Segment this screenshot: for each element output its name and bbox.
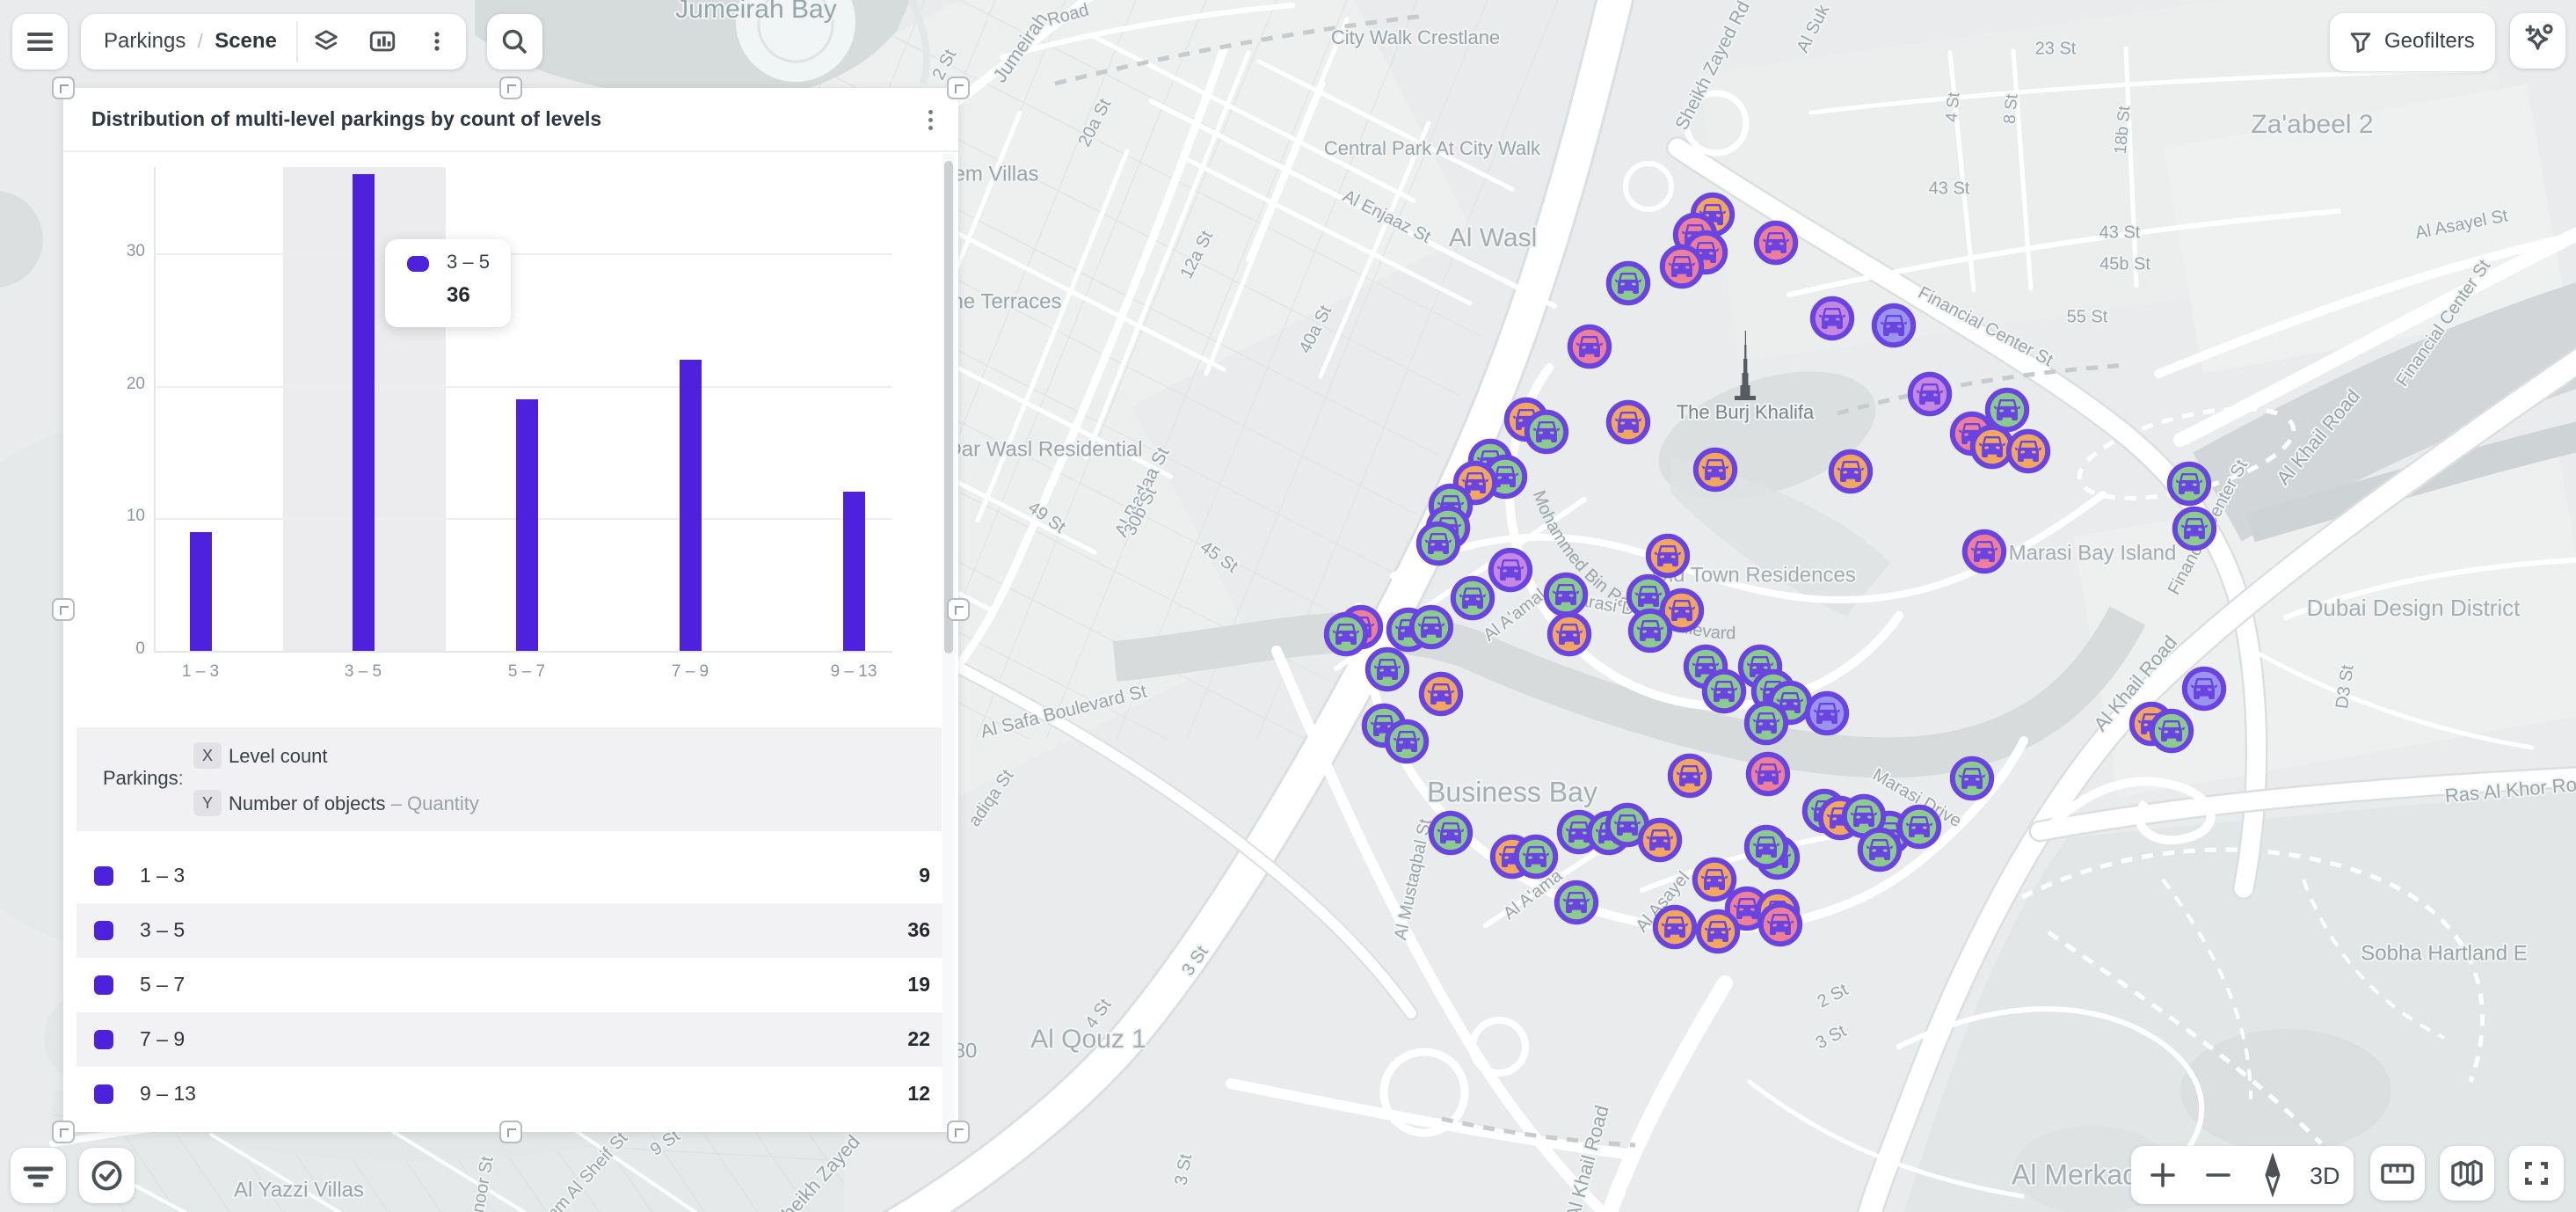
svg-text:Jumeirah Bay: Jumeirah Bay — [675, 0, 836, 24]
svg-text:8 St: 8 St — [2001, 92, 2022, 124]
svg-text:em Villas: em Villas — [954, 162, 1039, 186]
svg-text:55 St: 55 St — [2067, 307, 2108, 326]
svg-text:43 St: 43 St — [2099, 223, 2141, 242]
svg-text:Al Yazzi Villas: Al Yazzi Villas — [234, 1178, 364, 1201]
svg-text:43 St: 43 St — [1929, 179, 1970, 198]
svg-text:Za'abeel 2: Za'abeel 2 — [2251, 110, 2373, 139]
svg-text:Business Bay: Business Bay — [1427, 776, 1597, 807]
svg-text:18b St: 18b St — [2112, 105, 2135, 155]
svg-text:The Burj Khalifa: The Burj Khalifa — [1677, 401, 1815, 423]
svg-text:45b St: 45b St — [2099, 254, 2150, 274]
svg-text:23 St: 23 St — [2035, 39, 2077, 58]
svg-text:Dar Wasl Residential: Dar Wasl Residential — [946, 437, 1142, 461]
svg-text:3D: 3D — [2310, 1163, 2340, 1189]
svg-text:Al Merkad: Al Merkad — [2012, 1158, 2138, 1190]
svg-text:Central Park At City Walk: Central Park At City Walk — [1324, 137, 1541, 159]
svg-text:ne Terraces: ne Terraces — [952, 289, 1062, 313]
svg-text:Sobha Hartland E: Sobha Hartland E — [2361, 941, 2527, 965]
svg-text:4 St: 4 St — [1943, 91, 1964, 122]
svg-text:Al Qouz 1: Al Qouz 1 — [1030, 1025, 1146, 1054]
svg-text:Dubai Design District: Dubai Design District — [2307, 595, 2521, 621]
svg-text:Marasi Bay Island: Marasi Bay Island — [2009, 541, 2177, 565]
svg-text:Al Wasl: Al Wasl — [1449, 223, 1538, 252]
svg-text:City Walk Crestlane: City Walk Crestlane — [1331, 26, 1500, 48]
